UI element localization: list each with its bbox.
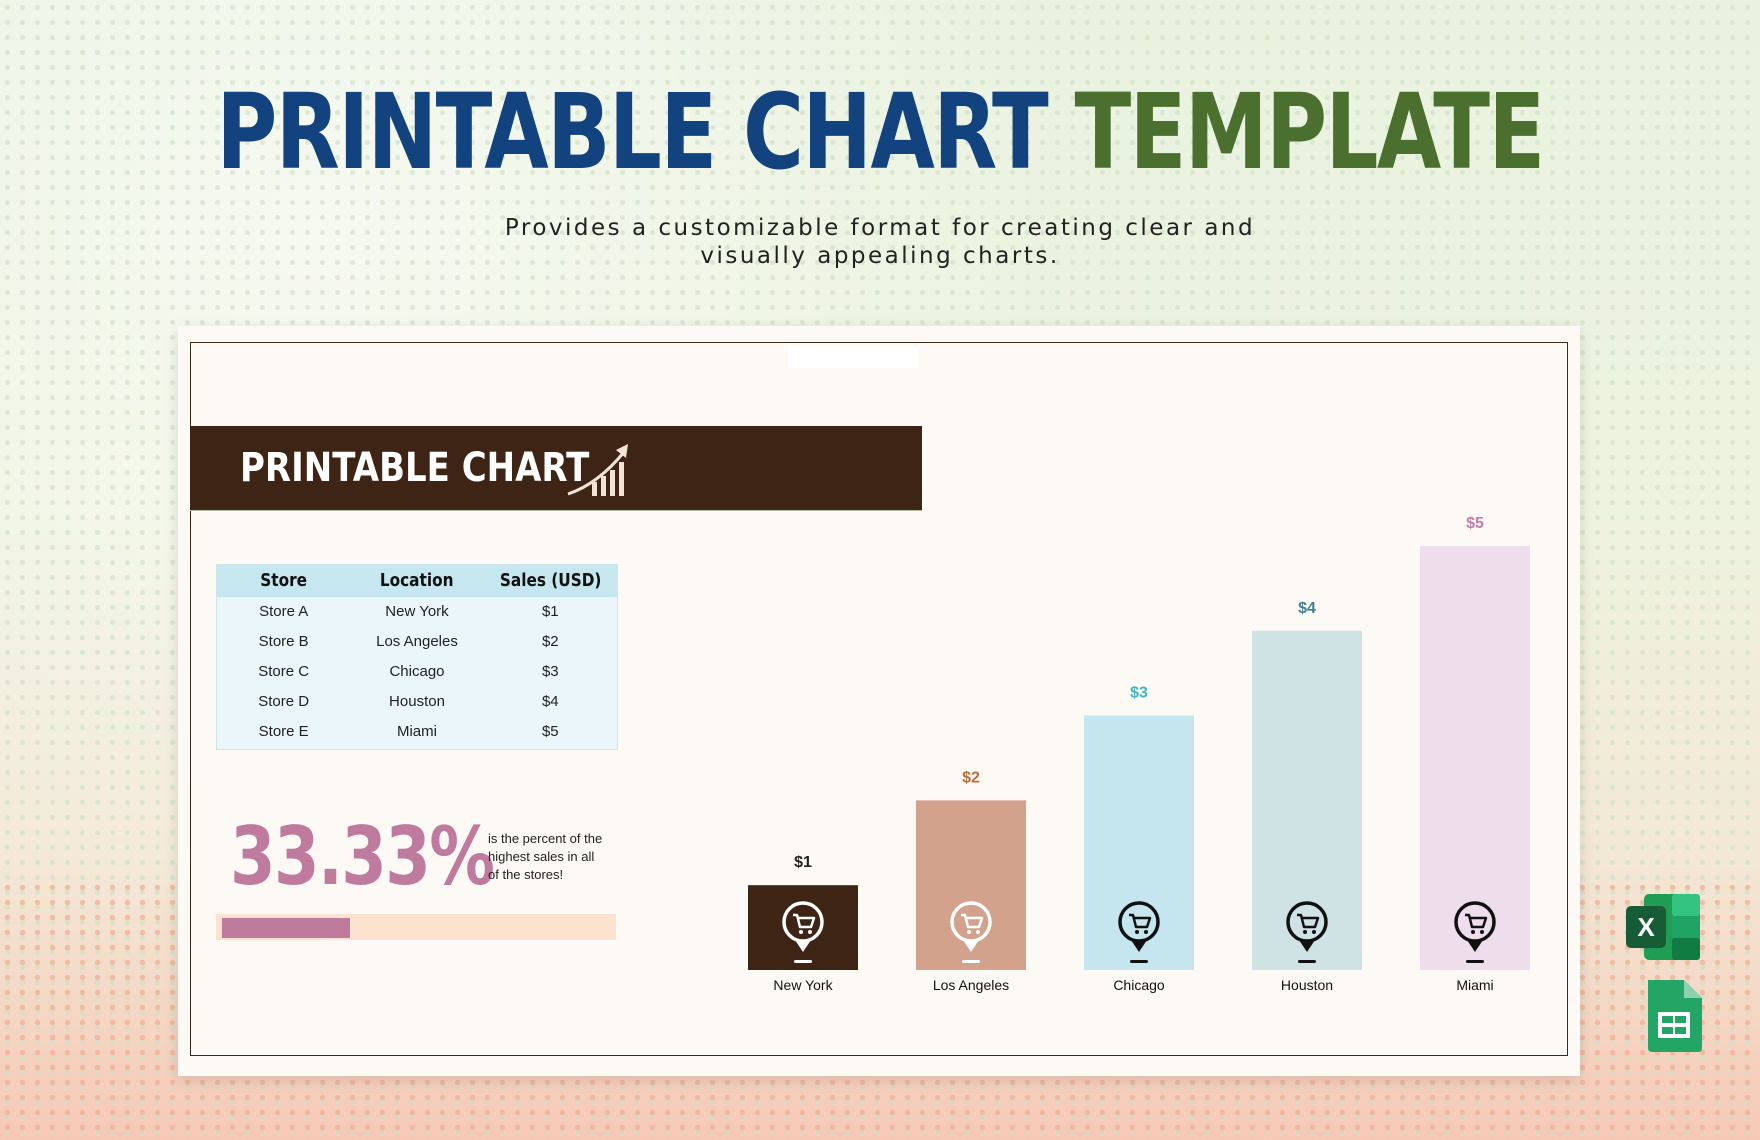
category-label: New York (773, 977, 833, 993)
cell-sales: $2 (541, 633, 559, 650)
data-label: $5 (1466, 515, 1484, 532)
highlight-percent: 33.33% (230, 810, 495, 903)
category-label: Houston (1281, 977, 1333, 993)
category-label: Miami (1456, 977, 1493, 993)
data-label: $2 (962, 769, 980, 786)
cell-location: New York (385, 603, 449, 620)
banner-title: PRINTABLE CHART (240, 445, 590, 491)
google-sheets-logo-icon[interactable] (1644, 978, 1704, 1054)
cart-pin-icon (1454, 901, 1496, 963)
page-title: PRINTABLE CHART TEMPLATE (176, 72, 1584, 192)
cell-store: Store B (258, 633, 309, 650)
table-header: Store Location Sales (USD) (217, 565, 617, 597)
header-store: Store (260, 570, 308, 591)
bar-chart: $1 New York $2 Los Angeles $3 Chicago $4 Housto… (748, 515, 1530, 993)
title-part-green: TEMPLATE (1074, 71, 1545, 193)
cart-pin-icon (950, 901, 992, 963)
cell-store: Store A (259, 603, 309, 620)
table-row: Store B Los Angeles $2 (217, 627, 617, 657)
cell-store: Store C (258, 663, 310, 680)
highlight-description: is the percent of the highest sales in a… (488, 831, 603, 882)
cell-sales: $4 (541, 693, 559, 710)
title-part-blue: PRINTABLE CHART (216, 71, 1048, 193)
frame-notch (788, 346, 918, 368)
header-sales: Sales (USD) (499, 570, 602, 591)
table-row: Store C Chicago $3 (217, 657, 617, 687)
header-location: Location (380, 570, 454, 591)
table-row: Store E Miami $5 (217, 717, 617, 747)
excel-logo-icon[interactable]: X (1624, 892, 1704, 962)
table-row: Store A New York $1 (217, 597, 617, 627)
page-subtitle: Provides a customizable format for creat… (504, 215, 1256, 269)
chart-card: PRINTABLE CHART Store Location Sales (US… (178, 326, 1580, 1076)
cart-pin-icon (782, 901, 824, 963)
cell-location: Miami (396, 723, 437, 740)
data-label: $4 (1298, 600, 1316, 617)
svg-text:X: X (1637, 912, 1655, 942)
cart-pin-icon (1118, 901, 1160, 963)
cell-location: Houston (389, 693, 445, 710)
data-label: $1 (794, 854, 812, 871)
cell-sales: $1 (541, 603, 559, 620)
cell-sales: $5 (541, 723, 559, 740)
bar-chicago (1084, 715, 1194, 970)
cart-pin-icon (1286, 901, 1328, 963)
data-label: $3 (1130, 685, 1148, 702)
banner: PRINTABLE CHART (190, 426, 922, 511)
category-label: Chicago (1113, 977, 1165, 993)
cell-location: Chicago (389, 663, 445, 680)
growth-chart-icon (567, 444, 628, 496)
cell-store: Store E (258, 723, 309, 740)
cell-sales: $3 (541, 663, 559, 680)
sales-table: Store Location Sales (USD) Store A New Y… (216, 564, 618, 750)
highlight-progress-track (216, 914, 616, 940)
cell-location: Los Angeles (376, 633, 458, 650)
category-label: Los Angeles (933, 977, 1009, 993)
table-row: Store D Houston $4 (217, 687, 617, 717)
bar-houston (1252, 630, 1362, 970)
bar-miami (1420, 546, 1530, 970)
highlight-progress-fill (222, 918, 351, 938)
cell-store: Store D (258, 693, 310, 710)
card-frame (190, 342, 1568, 1056)
